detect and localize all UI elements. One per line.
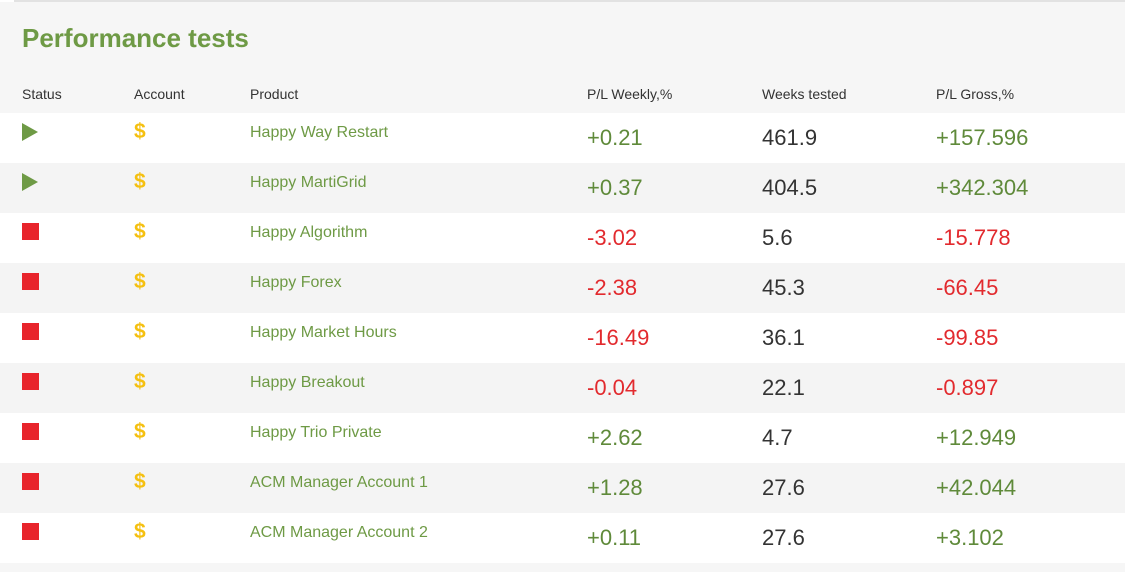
pl-gross-value: -99.85 bbox=[936, 325, 999, 350]
table-row: $ ACM Manager Account 2 +0.11 27.6 +3.102 bbox=[0, 513, 1125, 563]
table-row: $ Happy Breakout -0.04 22.1 -0.897 bbox=[0, 363, 1125, 413]
table-row: $ Happy Forex -2.38 45.3 -66.45 bbox=[0, 263, 1125, 313]
play-icon bbox=[22, 123, 40, 141]
play-icon bbox=[22, 173, 40, 191]
dollar-icon: $ bbox=[134, 320, 146, 343]
pl-weekly-value: +1.28 bbox=[587, 475, 643, 500]
stop-icon bbox=[22, 373, 40, 391]
header-account: Account bbox=[134, 86, 185, 102]
stop-icon bbox=[22, 523, 40, 541]
pl-weekly-value: -2.38 bbox=[587, 275, 638, 300]
top-divider-gap bbox=[0, 0, 14, 2]
stop-icon-shape bbox=[22, 423, 39, 440]
product-name[interactable]: Happy Breakout bbox=[250, 374, 365, 391]
dollar-icon: $ bbox=[134, 270, 146, 293]
stop-icon bbox=[22, 473, 40, 491]
header-weeks-tested: Weeks tested bbox=[762, 86, 847, 102]
table-row: $ ACM Manager Account 1 +1.28 27.6 +42.044 bbox=[0, 463, 1125, 513]
stop-icon-shape bbox=[22, 273, 39, 290]
top-divider bbox=[0, 0, 1125, 2]
header-status: Status bbox=[22, 86, 62, 102]
weeks-tested-value: 27.6 bbox=[762, 525, 805, 550]
stop-icon-shape bbox=[22, 323, 39, 340]
product-name[interactable]: ACM Manager Account 2 bbox=[250, 524, 428, 541]
weeks-tested-value: 36.1 bbox=[762, 325, 805, 350]
stop-icon bbox=[22, 423, 40, 441]
pl-gross-value: +42.044 bbox=[936, 475, 1017, 500]
pl-gross-value: +157.596 bbox=[936, 125, 1029, 150]
pl-weekly-value: -16.49 bbox=[587, 325, 650, 350]
page-title: Performance tests bbox=[22, 23, 249, 53]
stop-icon-shape bbox=[22, 223, 39, 240]
stop-icon-shape bbox=[22, 373, 39, 390]
dollar-icon: $ bbox=[134, 420, 146, 443]
play-icon-shape bbox=[22, 123, 38, 141]
header-pl-weekly: P/L Weekly,% bbox=[587, 86, 673, 102]
product-name[interactable]: Happy Forex bbox=[250, 274, 342, 291]
table-header: Status Account Product P/L Weekly,% Week… bbox=[0, 82, 1125, 106]
weeks-tested-value: 27.6 bbox=[762, 475, 805, 500]
pl-weekly-value: +0.37 bbox=[587, 175, 643, 200]
stop-icon bbox=[22, 323, 40, 341]
weeks-tested-value: 5.6 bbox=[762, 225, 793, 250]
pl-gross-value: +342.304 bbox=[936, 175, 1029, 200]
performance-table: $ Happy Way Restart +0.21 461.9 +157.596 $ Hap… bbox=[0, 113, 1125, 563]
weeks-tested-value: 461.9 bbox=[762, 125, 818, 150]
stop-icon bbox=[22, 223, 40, 241]
dollar-icon: $ bbox=[134, 370, 146, 393]
pl-weekly-value: +2.62 bbox=[587, 425, 643, 450]
weeks-tested-value: 4.7 bbox=[762, 425, 793, 450]
pl-gross-value: -66.45 bbox=[936, 275, 999, 300]
table-row: $ Happy MartiGrid +0.37 404.5 +342.304 bbox=[0, 163, 1125, 213]
product-name[interactable]: Happy Algorithm bbox=[250, 224, 368, 241]
pl-gross-value: -15.778 bbox=[936, 225, 1011, 250]
dollar-icon: $ bbox=[134, 170, 146, 193]
product-name[interactable]: Happy Market Hours bbox=[250, 324, 397, 341]
pl-weekly-value: +0.21 bbox=[587, 125, 643, 150]
pl-weekly-value: +0.11 bbox=[587, 525, 642, 550]
product-name[interactable]: Happy MartiGrid bbox=[250, 174, 367, 191]
product-name[interactable]: ACM Manager Account 1 bbox=[250, 474, 428, 491]
weeks-tested-value: 404.5 bbox=[762, 175, 818, 200]
table-row: $ Happy Way Restart +0.21 461.9 +157.596 bbox=[0, 113, 1125, 163]
stop-icon-shape bbox=[22, 523, 39, 540]
pl-gross-value: +12.949 bbox=[936, 425, 1017, 450]
header-product: Product bbox=[250, 86, 299, 102]
weeks-tested-value: 22.1 bbox=[762, 375, 805, 400]
pl-weekly-value: -0.04 bbox=[587, 375, 638, 400]
dollar-icon: $ bbox=[134, 120, 146, 143]
dollar-icon: $ bbox=[134, 470, 146, 493]
pl-weekly-value: -3.02 bbox=[587, 225, 638, 250]
table-row: $ Happy Trio Private +2.62 4.7 +12.949 bbox=[0, 413, 1125, 463]
table-row: $ Happy Market Hours -16.49 36.1 -99.85 bbox=[0, 313, 1125, 363]
product-name[interactable]: Happy Trio Private bbox=[250, 424, 382, 441]
weeks-tested-value: 45.3 bbox=[762, 275, 805, 300]
pl-gross-value: -0.897 bbox=[936, 375, 999, 400]
product-name[interactable]: Happy Way Restart bbox=[250, 124, 389, 141]
pl-gross-value: +3.102 bbox=[936, 525, 1004, 550]
stop-icon bbox=[22, 273, 40, 291]
table-row: $ Happy Algorithm -3.02 5.6 -15.778 bbox=[0, 213, 1125, 263]
play-icon-shape bbox=[22, 173, 38, 191]
dollar-icon: $ bbox=[134, 520, 146, 543]
stop-icon-shape bbox=[22, 473, 39, 490]
header-pl-gross: P/L Gross,% bbox=[936, 86, 1015, 102]
dollar-icon: $ bbox=[134, 220, 146, 243]
